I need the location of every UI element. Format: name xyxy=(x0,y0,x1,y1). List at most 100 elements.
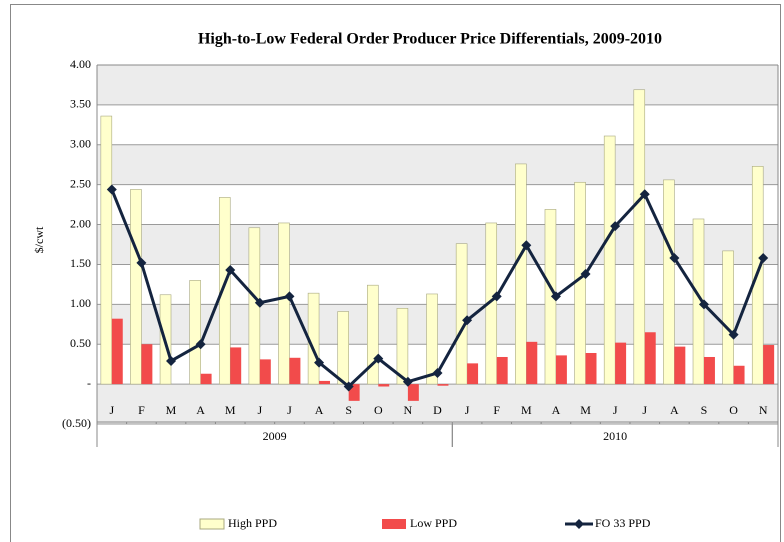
x-tick-label: A xyxy=(552,403,561,417)
bar xyxy=(733,365,745,385)
bar xyxy=(100,115,113,385)
bar xyxy=(633,89,646,385)
y-tick-label: 3.00 xyxy=(70,137,91,151)
bar xyxy=(674,346,686,385)
x-tick-label: M xyxy=(166,403,177,417)
legend-swatch xyxy=(199,518,225,530)
x-tick-label: J xyxy=(109,403,114,417)
x-tick-label: J xyxy=(258,403,263,417)
bar xyxy=(141,344,153,385)
x-tick-label: J xyxy=(642,403,647,417)
bar xyxy=(703,356,715,385)
legend-label: Low PPD xyxy=(410,516,457,530)
bar xyxy=(130,189,142,385)
x-tick-label: O xyxy=(729,403,738,417)
bar xyxy=(663,179,675,385)
bar xyxy=(615,342,627,385)
bar xyxy=(189,280,201,385)
legend-marker xyxy=(574,519,584,529)
x-tick-label: N xyxy=(404,403,413,417)
marker xyxy=(373,353,384,364)
bar xyxy=(200,373,212,385)
y-tick-label: 0.50 xyxy=(70,336,91,350)
marker xyxy=(136,257,147,268)
bar xyxy=(378,384,390,387)
marker xyxy=(550,291,561,302)
x-tick-label: S xyxy=(345,403,352,417)
marker xyxy=(728,329,739,340)
bar xyxy=(218,197,231,385)
marker xyxy=(314,357,325,368)
bar xyxy=(515,163,527,385)
x-tick-label: S xyxy=(701,403,708,417)
marker xyxy=(610,221,621,232)
x-tick-label: F xyxy=(138,403,145,417)
bar xyxy=(230,347,242,385)
marker xyxy=(491,291,502,302)
bar xyxy=(455,243,468,385)
y-tick-label: 2.00 xyxy=(70,216,91,230)
marker xyxy=(254,297,265,308)
marker xyxy=(166,355,177,366)
bar xyxy=(496,356,508,385)
bar xyxy=(367,284,379,385)
bar xyxy=(644,332,656,385)
y-tick-label: - xyxy=(87,376,91,390)
x-tick-label: J xyxy=(287,403,292,417)
x-group-label: 2010 xyxy=(603,429,627,443)
x-tick-label: D xyxy=(433,403,442,417)
marker xyxy=(195,339,206,350)
x-group-label: 2009 xyxy=(263,429,287,443)
marker xyxy=(521,240,532,251)
bar xyxy=(407,384,419,401)
x-tick-label: F xyxy=(493,403,500,417)
y-tick-label: 3.50 xyxy=(70,97,91,111)
x-tick-label: A xyxy=(315,403,324,417)
x-tick-label: O xyxy=(374,403,383,417)
bar xyxy=(603,135,616,385)
bar xyxy=(111,318,123,385)
grid-band xyxy=(97,144,778,185)
marker xyxy=(225,265,236,276)
x-tick-label: M xyxy=(521,403,532,417)
x-tick-label: N xyxy=(759,403,768,417)
marker xyxy=(580,269,591,280)
y-axis-label: $/cwt xyxy=(32,226,46,253)
marker xyxy=(343,381,354,392)
y-tick-label: 1.50 xyxy=(70,256,91,270)
bar xyxy=(289,357,301,385)
y-tick-label: (0.50) xyxy=(62,416,91,430)
y-tick-label: 1.00 xyxy=(70,296,91,310)
legend-label: High PPD xyxy=(228,516,277,530)
bar xyxy=(585,352,597,385)
bar xyxy=(722,250,734,385)
marker xyxy=(698,299,709,310)
x-tick-label: J xyxy=(465,403,470,417)
bar xyxy=(426,293,438,385)
marker xyxy=(462,315,473,326)
bar xyxy=(555,355,567,385)
bar xyxy=(278,222,290,385)
marker xyxy=(432,367,443,378)
x-tick-label: M xyxy=(225,403,236,417)
y-tick-label: 4.00 xyxy=(70,57,91,71)
bar xyxy=(763,345,775,385)
marker xyxy=(669,253,680,264)
bar xyxy=(467,363,479,385)
grid-band xyxy=(97,65,778,105)
marker xyxy=(758,253,769,264)
marker xyxy=(106,184,117,195)
marker xyxy=(402,376,413,387)
x-tick-label: A xyxy=(670,403,679,417)
legend-swatch xyxy=(382,519,406,529)
x-tick-label: A xyxy=(196,403,205,417)
bar xyxy=(319,380,331,385)
marker xyxy=(639,189,650,200)
bar xyxy=(259,359,271,385)
legend-label: FO 33 PPD xyxy=(595,516,651,530)
grid-band xyxy=(97,384,778,424)
bar xyxy=(337,311,349,385)
bar xyxy=(348,384,360,401)
bar xyxy=(437,384,449,386)
